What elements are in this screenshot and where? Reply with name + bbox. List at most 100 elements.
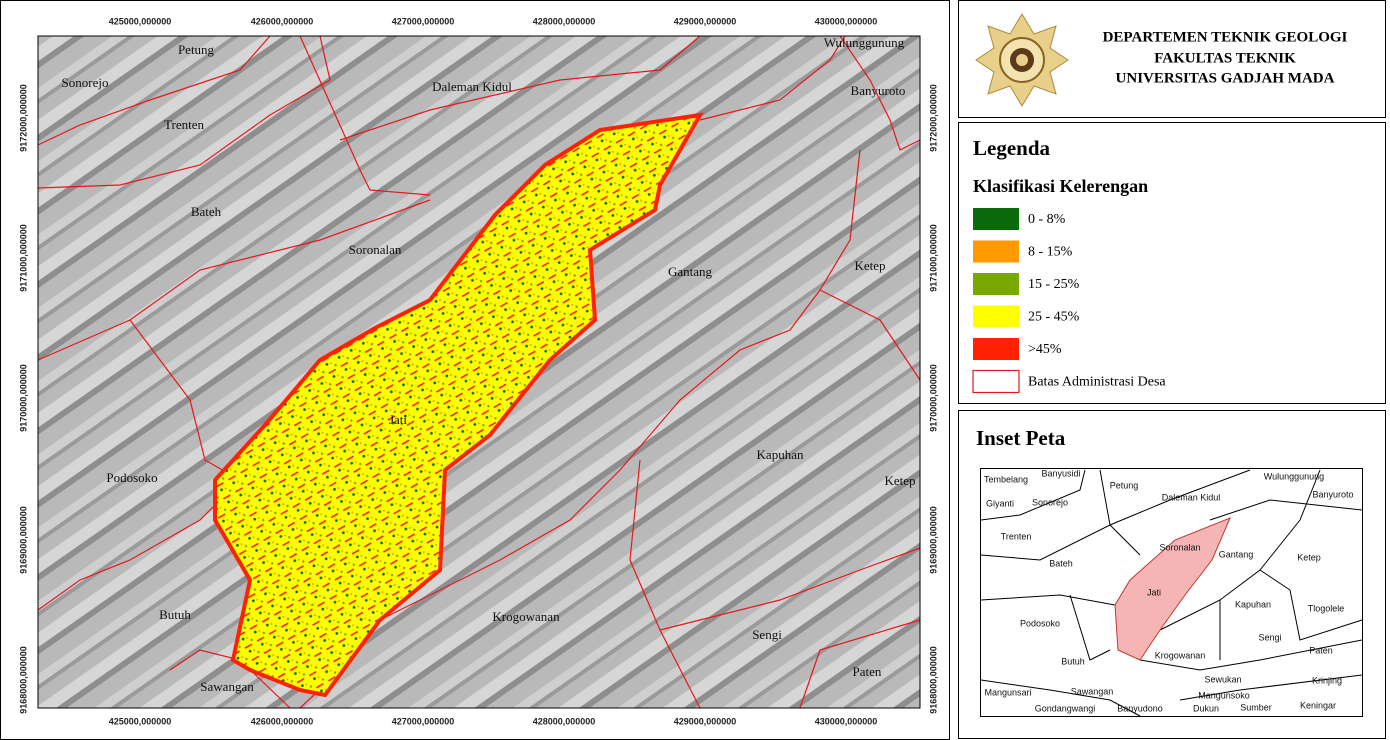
x-coord-label: 428000,000000 — [533, 16, 596, 26]
legend-label: 8 - 15% — [1028, 245, 1073, 260]
y-coord-label: 9168000,000000 — [18, 646, 28, 714]
legend-swatch — [973, 338, 1019, 360]
village-label: Sawangan — [200, 679, 254, 694]
y-coord-label: 9169000,000000 — [928, 506, 938, 574]
inset-village-label: Ketep — [1297, 552, 1321, 562]
legend-label: >45% — [1028, 342, 1062, 357]
y-coord-label: 9172000,000000 — [18, 84, 28, 152]
inset-village-label: Giyanti — [986, 498, 1014, 508]
village-label: Ketep — [884, 473, 915, 488]
legend-label: 15 - 25% — [1028, 277, 1080, 292]
inset-village-label: Sewukan — [1204, 674, 1241, 684]
village-label: Daleman Kidul — [432, 79, 512, 94]
header-line: DEPARTEMEN TEKNIK GEOLOGI — [1103, 29, 1348, 45]
legend-swatch — [973, 305, 1019, 328]
y-coord-label: 9168000,000000 — [928, 646, 938, 714]
village-label: Krogowanan — [492, 609, 560, 624]
inset-village-label: Wulunggunung — [1264, 471, 1324, 481]
inset-village-label: Banyusidi — [1041, 468, 1080, 478]
inset-village-label: Podosoko — [1020, 618, 1060, 628]
x-coord-label: 428000,000000 — [533, 716, 596, 726]
ugm-logo — [975, 13, 1069, 107]
inset-boundaries — [980, 469, 1363, 717]
inset-village-label: Banyudono — [1117, 703, 1163, 713]
title-box — [958, 0, 1386, 118]
village-label: Sengi — [752, 627, 782, 642]
legend-label: 0 - 8% — [1028, 212, 1066, 227]
x-coord-label: 429000,000000 — [674, 16, 737, 26]
y-coord-label: 9170000,000000 — [18, 364, 28, 432]
map-neatline — [37, 35, 921, 709]
y-coord-label: 9171000,000000 — [18, 224, 28, 292]
inset-village-label: Sengi — [1258, 632, 1281, 642]
x-coord-label: 426000,000000 — [251, 16, 314, 26]
x-coord-label: 425000,000000 — [109, 716, 172, 726]
inset-village-label: Banyuroto — [1312, 489, 1353, 499]
inset-village-label: Krogowanan — [1155, 650, 1206, 660]
inset-village-label: Kapuhan — [1235, 599, 1271, 609]
header-line: FAKULTAS TEKNIK — [1154, 50, 1296, 66]
village-label: Petung — [178, 42, 215, 57]
inset-village-label: Gondangwangi — [1035, 703, 1096, 713]
inset-village-label: Sumber — [1240, 702, 1272, 712]
village-label: Ketep — [854, 258, 885, 273]
inset-village-label: Mangunsari — [984, 687, 1031, 697]
village-label: Banyuroto — [851, 83, 906, 98]
inset-village-label: Krinjing — [1312, 675, 1342, 685]
x-coord-label: 427000,000000 — [392, 16, 455, 26]
x-coord-label: 425000,000000 — [109, 16, 172, 26]
legend-label: 25 - 45% — [1028, 310, 1080, 325]
x-coord-label: 427000,000000 — [392, 716, 455, 726]
inset-village-label: Sonorejo — [1032, 497, 1068, 507]
village-label: Sonorejo — [62, 75, 109, 90]
village-label: Paten — [853, 664, 882, 679]
inset-village-label: Gantang — [1219, 549, 1254, 559]
inset-village-label: Daleman Kidul — [1162, 492, 1221, 502]
inset-village-label: Jati — [1147, 587, 1161, 597]
legend-label: Batas Administrasi Desa — [1028, 375, 1166, 390]
legend-title: Legenda — [973, 136, 1051, 160]
inset-village-label: Trenten — [1001, 531, 1032, 541]
inset-village-label: Tlogolele — [1308, 603, 1345, 613]
legend-swatch — [973, 273, 1019, 295]
village-label: Jati — [389, 412, 407, 427]
inset-village-label: Paten — [1309, 645, 1333, 655]
legend-swatch — [973, 240, 1019, 263]
village-label: Podosoko — [106, 470, 157, 485]
y-coord-label: 9172000,000000 — [928, 84, 938, 152]
village-label: Trenten — [164, 117, 204, 132]
inset-village-label: Bateh — [1049, 558, 1073, 568]
x-coord-label: 430000,000000 — [815, 16, 878, 26]
inset-village-label: Petung — [1110, 480, 1139, 490]
y-coord-label: 9171000,000000 — [928, 224, 938, 292]
inset-title: Inset Peta — [976, 426, 1066, 450]
inset-village-label: Keningar — [1300, 700, 1336, 710]
x-coord-label: 426000,000000 — [251, 716, 314, 726]
y-coord-label: 9169000,000000 — [18, 506, 28, 574]
inset-village-label: Mangunsoko — [1198, 690, 1250, 700]
slope-classification-area — [213, 112, 704, 698]
x-coord-label: 430000,000000 — [815, 716, 878, 726]
inset-village-label: Butuh — [1061, 656, 1085, 666]
inset-study-area — [1114, 517, 1231, 661]
village-label: Soronalan — [349, 242, 402, 257]
legend-subtitle: Klasifikasi Kelerengan — [973, 176, 1148, 196]
village-label: Wulunggunung — [824, 35, 905, 50]
legend-swatch — [973, 208, 1019, 230]
village-label: Bateh — [191, 204, 222, 219]
village-label: Gantang — [668, 264, 713, 279]
inset-village-label: Dukun — [1193, 703, 1219, 713]
y-coord-label: 9170000,000000 — [928, 364, 938, 432]
village-boundaries — [37, 35, 921, 709]
village-label: Butuh — [159, 607, 191, 622]
inset-village-label: Sawangan — [1071, 686, 1114, 696]
x-coord-label: 429000,000000 — [674, 716, 737, 726]
legend-frame — [958, 122, 1386, 404]
village-label: Kapuhan — [757, 447, 804, 462]
header-line: UNIVERSITAS GADJAH MADA — [1116, 70, 1335, 86]
inset-village-label: Soronalan — [1159, 542, 1200, 552]
inset-village-label: Tembelang — [984, 474, 1028, 484]
legend-swatch — [972, 369, 1020, 394]
